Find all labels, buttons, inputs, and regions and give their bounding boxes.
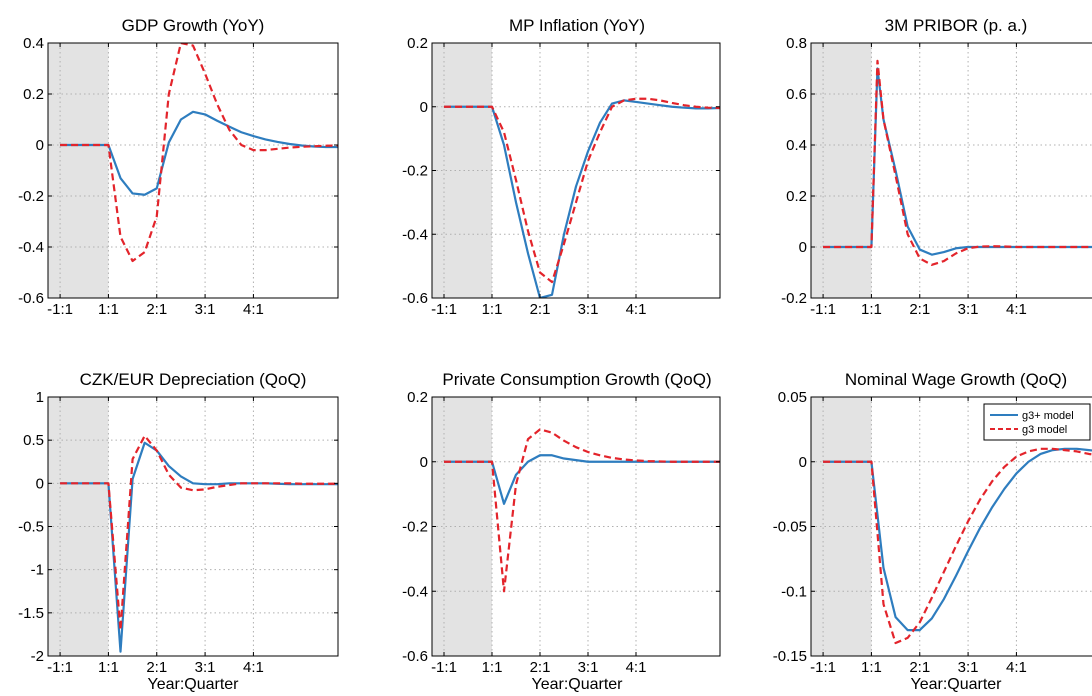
shaded-region [48, 43, 109, 298]
x-tick-label: 1:1 [98, 659, 119, 676]
y-tick-label: -1.5 [18, 605, 44, 622]
chart-title: Nominal Wage Growth (QoQ) [845, 370, 1067, 389]
y-tick-label: 0 [799, 454, 807, 471]
x-tick-label: 2:1 [530, 301, 551, 318]
y-tick-label: -0.2 [402, 163, 428, 180]
chart-panel-3: -1:1 1:1 2:1 3:1 4:1 -0.2 0 0.2 0.4 0.6 0.8 3M PRIB… [781, 16, 1092, 318]
y-tick-label: -0.2 [402, 519, 428, 536]
y-tick-label: 0.6 [786, 86, 807, 103]
chart-panel-1: -1:1 1:1 2:1 3:1 4:1 -0.6 -0.4 -0.2 0 0.2 0.4 GDP G… [18, 16, 339, 318]
legend-label: g3 model [1022, 424, 1067, 436]
chart-panel-4: -1:1 1:1 2:1 3:1 4:1 -2 -1.5 -1 -0.5 0 0.5 1 CZK/EUR… [18, 370, 339, 693]
y-tick-label: -1 [31, 562, 44, 579]
legend: g3+ model g3 model [983, 403, 1091, 441]
x-tick-label: 4:1 [1006, 659, 1027, 676]
x-tick-label: -1:1 [47, 659, 73, 676]
x-tick-label: -1:1 [47, 301, 73, 318]
chart-title: GDP Growth (YoY) [122, 16, 265, 35]
x-tick-label: 3:1 [578, 301, 599, 318]
x-tick-label: 3:1 [195, 659, 216, 676]
x-axis-label: Year:Quarter [531, 676, 623, 693]
y-tick-label: -0.15 [773, 648, 807, 665]
series-line-g3-model [823, 59, 1092, 266]
series-line-g3-model [444, 97, 720, 284]
chart-title: CZK/EUR Depreciation (QoQ) [80, 370, 307, 389]
x-tick-label: 2:1 [909, 301, 930, 318]
x-axis-label: Year:Quarter [910, 676, 1002, 693]
series-line-g3-model [60, 43, 338, 263]
x-tick-label: 1:1 [861, 659, 882, 676]
y-tick-label: -0.6 [402, 648, 428, 665]
y-tick-label: -0.4 [402, 583, 428, 600]
x-tick-label: 1:1 [98, 301, 119, 318]
chart-panel-5: -1:1 1:1 2:1 3:1 4:1 -0.6 -0.4 -0.2 0 0.2 Private … [402, 370, 721, 693]
x-tick-label: 3:1 [958, 659, 979, 676]
y-tick-label: 1 [36, 389, 44, 406]
x-tick-label: 4:1 [1006, 301, 1027, 318]
y-tick-label: 0.5 [23, 432, 44, 449]
x-tick-label: -1:1 [431, 659, 457, 676]
x-tick-label: 1:1 [482, 301, 503, 318]
y-tick-label: -0.4 [402, 226, 428, 243]
y-tick-label: 0.4 [786, 137, 807, 154]
y-tick-label: 0 [420, 99, 428, 116]
y-tick-label: 0 [36, 137, 44, 154]
x-tick-label: 2:1 [146, 659, 167, 676]
shaded-region [811, 43, 872, 298]
chart-title: 3M PRIBOR (p. a.) [885, 16, 1028, 35]
legend-label: g3+ model [1022, 410, 1074, 422]
x-axis-label: Year:Quarter [147, 676, 239, 693]
x-tick-label: 1:1 [482, 659, 503, 676]
axes-box [810, 42, 1092, 299]
y-tick-label: 0.8 [786, 35, 807, 52]
axes-box [47, 42, 339, 299]
x-tick-label: 4:1 [243, 301, 264, 318]
y-tick-label: 0.2 [407, 389, 428, 406]
series-line-g3-model [60, 434, 338, 632]
y-tick-label: 0.2 [23, 86, 44, 103]
chart-panel-6: -1:1 1:1 2:1 3:1 4:1 -0.15 -0.1 -0.05 0 0.05 Nomin… [773, 370, 1092, 693]
y-tick-label: 0 [420, 454, 428, 471]
y-tick-label: 0 [799, 239, 807, 256]
x-tick-label: 4:1 [626, 301, 647, 318]
legend-box [983, 403, 1091, 441]
x-tick-label: -1:1 [431, 301, 457, 318]
x-tick-label: 2:1 [530, 659, 551, 676]
y-tick-label: -0.2 [18, 188, 44, 205]
y-tick-label: 0 [36, 475, 44, 492]
y-tick-label: 0.4 [23, 35, 44, 52]
x-tick-label: 4:1 [626, 659, 647, 676]
y-tick-label: -0.5 [18, 519, 44, 536]
y-tick-label: -0.6 [18, 290, 44, 307]
x-tick-label: 3:1 [958, 301, 979, 318]
x-tick-label: -1:1 [810, 659, 836, 676]
x-tick-label: -1:1 [810, 301, 836, 318]
x-tick-label: 3:1 [195, 301, 216, 318]
series-line-g3-model [823, 447, 1092, 645]
y-tick-label: -2 [31, 648, 44, 665]
y-tick-label: -0.05 [773, 519, 807, 536]
x-tick-label: 4:1 [243, 659, 264, 676]
y-tick-label: 0.05 [778, 389, 807, 406]
chart-panel-2: -1:1 1:1 2:1 3:1 4:1 -0.6 -0.4 -0.2 0 0.2 MP Infla… [402, 16, 721, 318]
y-tick-label: -0.1 [781, 583, 807, 600]
chart-title: MP Inflation (YoY) [509, 16, 645, 35]
x-tick-label: 1:1 [861, 301, 882, 318]
y-tick-label: -0.2 [781, 290, 807, 307]
chart-title: Private Consumption Growth (QoQ) [442, 370, 711, 389]
x-tick-label: 2:1 [146, 301, 167, 318]
y-tick-label: 0.2 [407, 35, 428, 52]
y-tick-label: 0.2 [786, 188, 807, 205]
y-tick-label: -0.4 [18, 239, 44, 256]
series-line-g3-model [444, 428, 720, 593]
x-tick-label: 2:1 [909, 659, 930, 676]
x-tick-label: 3:1 [578, 659, 599, 676]
y-tick-label: -0.6 [402, 290, 428, 307]
